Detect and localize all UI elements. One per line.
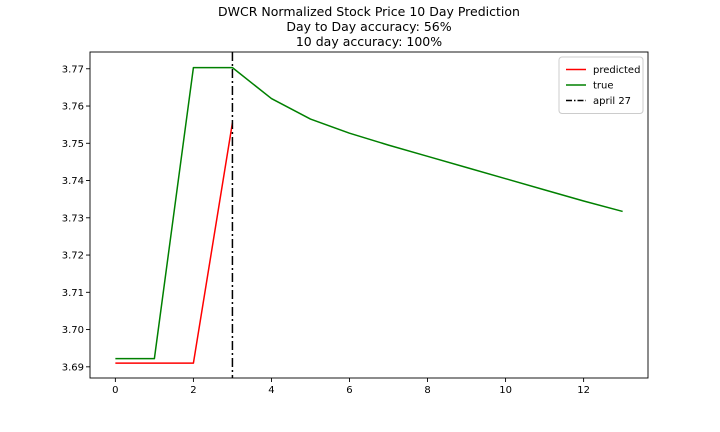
chart-title: DWCR Normalized Stock Price 10 Day Predi… — [218, 4, 520, 49]
axes-frame — [89, 51, 649, 379]
x-tick-label: 2 — [190, 385, 196, 396]
y-tick-label: 3.74 — [62, 176, 84, 187]
chart-title-line-3: 10 day accuracy: 100% — [296, 34, 442, 49]
y-tick-label: 3.70 — [62, 325, 84, 336]
legend-label-predicted: predicted — [593, 65, 640, 76]
series-line-true — [115, 66, 623, 360]
legend-label-true: true — [593, 81, 614, 92]
legend-label-april-27: april 27 — [593, 96, 631, 107]
chart-title-line-2: Day to Day accuracy: 56% — [286, 19, 451, 34]
x-tick-label: 4 — [268, 385, 274, 396]
y-tick-label: 3.75 — [62, 139, 84, 150]
series-line-predicted — [115, 122, 234, 364]
y-tick-label: 3.76 — [62, 102, 84, 113]
y-tick-label: 3.69 — [62, 362, 84, 373]
y-tick-label: 3.77 — [62, 64, 84, 75]
axes: 0 2 4 6 8 10 12 3.69 3.70 3.71 3.72 3.73 3.74 3.75 3.7… — [62, 51, 649, 396]
legend-box — [558, 56, 644, 114]
x-tick-label: 0 — [112, 385, 118, 396]
chart-title-line-1: DWCR Normalized Stock Price 10 Day Predi… — [218, 4, 520, 19]
y-tick-label: 3.71 — [62, 288, 84, 299]
y-tick-label: 3.73 — [62, 213, 84, 224]
legend: predicted true april 27 — [558, 56, 644, 114]
x-tick-label: 8 — [424, 385, 430, 396]
x-tick-label: 6 — [346, 385, 352, 396]
x-tick-label: 12 — [577, 385, 590, 396]
x-tick-label: 10 — [499, 385, 512, 396]
plot-area — [115, 52, 623, 378]
y-tick-label: 3.72 — [62, 251, 84, 262]
